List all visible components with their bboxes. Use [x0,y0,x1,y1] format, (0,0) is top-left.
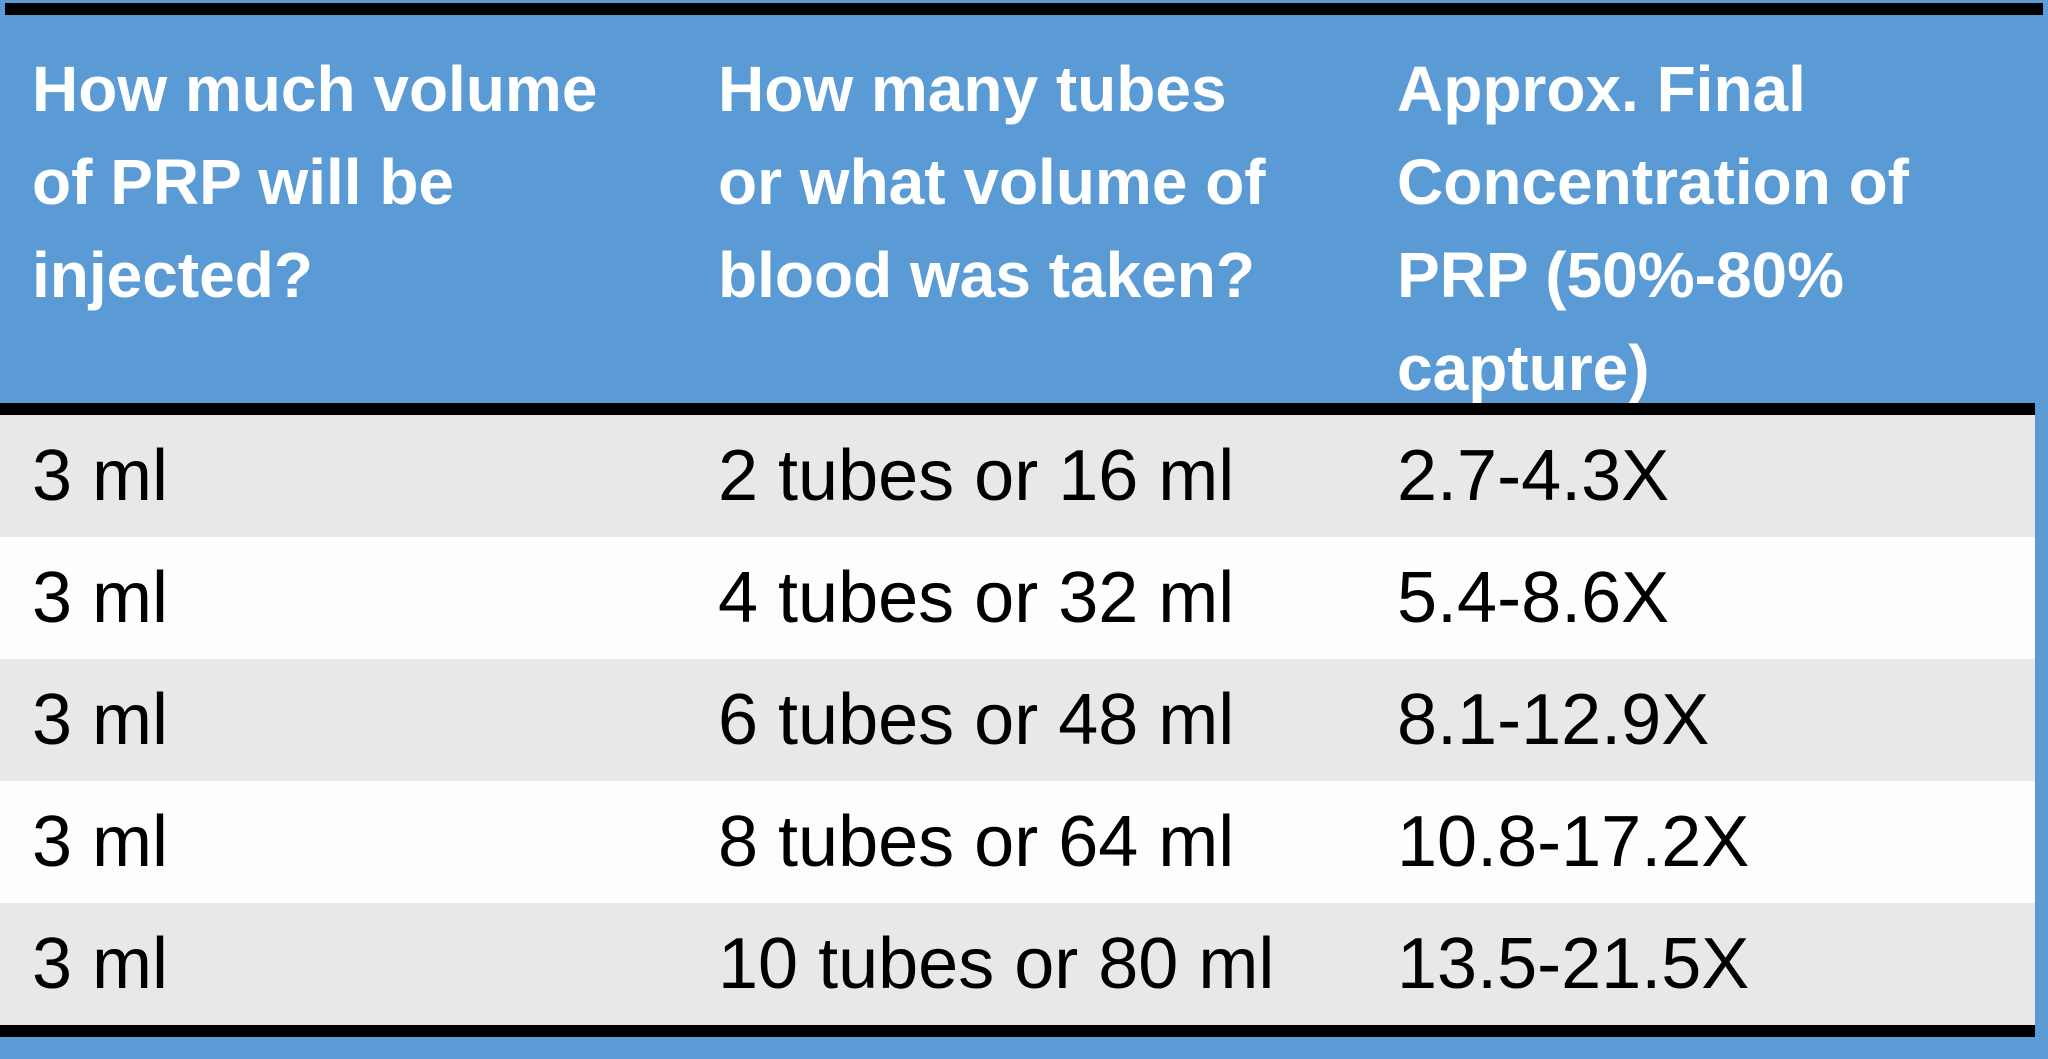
table-body: 3 ml 2 tubes or 16 ml 2.7-4.3X 3 ml 4 tu… [0,415,2035,1025]
header-cell-tubes-or-blood-volume: How many tubes or what volume of blood w… [718,53,1266,311]
table-header-row: How much volume of PRP will be injected?… [0,15,2048,404]
cell-tubes-or-blood-volume: 4 tubes or 32 ml [718,558,1235,638]
table-row: 3 ml 6 tubes or 48 ml 8.1-12.9X [0,659,2035,781]
cell-tubes-or-blood-volume: 2 tubes or 16 ml [718,436,1235,516]
top-border-bar [5,3,2043,15]
cell-final-concentration: 2.7-4.3X [1397,436,1670,516]
cell-final-concentration: 5.4-8.6X [1397,558,1670,638]
cell-prp-volume: 3 ml [32,436,169,516]
cell-final-concentration: 8.1-12.9X [1397,680,1710,760]
cell-prp-volume: 3 ml [32,558,169,638]
table-row: 3 ml 8 tubes or 64 ml 10.8-17.2X [0,781,2035,903]
cell-prp-volume: 3 ml [32,924,169,1004]
cell-tubes-or-blood-volume: 8 tubes or 64 ml [718,802,1235,882]
cell-prp-volume: 3 ml [32,680,169,760]
cell-tubes-or-blood-volume: 6 tubes or 48 ml [718,680,1235,760]
header-cell-final-concentration: Approx. Final Concentration of PRP (50%-… [1397,53,1909,404]
cell-final-concentration: 13.5-21.5X [1397,924,1750,1004]
table-row: 3 ml 10 tubes or 80 ml 13.5-21.5X [0,903,2035,1025]
cell-prp-volume: 3 ml [32,802,169,882]
table-row: 3 ml 2 tubes or 16 ml 2.7-4.3X [0,415,2035,537]
cell-final-concentration: 10.8-17.2X [1397,802,1750,882]
table-row: 3 ml 4 tubes or 32 ml 5.4-8.6X [0,537,2035,659]
table-bottom-rule [0,1025,2035,1037]
header-cell-prp-volume: How much volume of PRP will be injected? [32,53,598,311]
header-bottom-rule [0,403,2035,415]
cell-tubes-or-blood-volume: 10 tubes or 80 ml [718,924,1275,1004]
